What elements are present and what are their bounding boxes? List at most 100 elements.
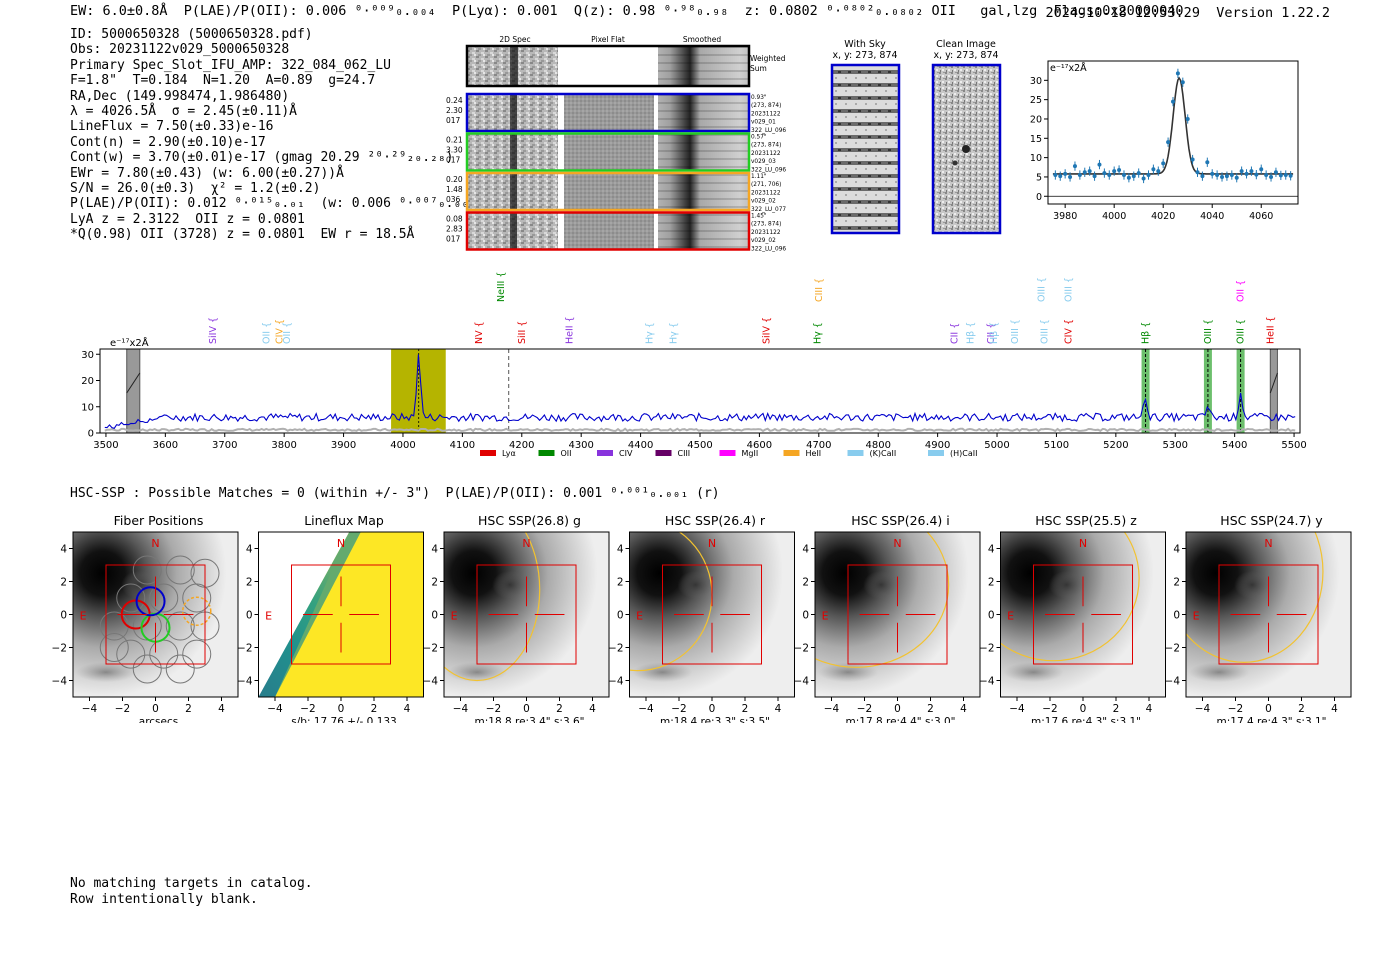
spectrum-line bbox=[104, 354, 1296, 429]
x-tick-label: −4 bbox=[638, 703, 654, 715]
smoothed-cell bbox=[658, 212, 748, 250]
col-header-smoothed: Smoothed bbox=[683, 35, 722, 44]
north-label: N bbox=[708, 537, 716, 550]
data-point bbox=[1151, 167, 1156, 172]
y-tick-label: 2 bbox=[802, 577, 809, 589]
data-point bbox=[1249, 169, 1254, 174]
data-point bbox=[1288, 173, 1293, 178]
footer-line: Row intentionally blank. bbox=[70, 891, 258, 907]
data-point bbox=[1112, 169, 1117, 174]
fiber-circle bbox=[182, 639, 212, 669]
data-point bbox=[1259, 167, 1264, 172]
info-line: LyA z = 2.3122 OII z = 0.0801 bbox=[70, 211, 305, 227]
data-point bbox=[1269, 174, 1274, 179]
plot-area bbox=[1047, 60, 1299, 205]
data-point bbox=[1175, 71, 1180, 76]
aperture-ellipse bbox=[1000, 532, 1140, 662]
emission-line-label: OIII { bbox=[1037, 277, 1048, 302]
pixelflat-cell bbox=[564, 94, 654, 131]
info-line: S/N = 26.0(±0.3) χ² = 1.2(±0.2) bbox=[70, 180, 321, 196]
emission-line-label: OIII { bbox=[1236, 319, 1247, 344]
cutout-title: HSC SSP(24.7) y bbox=[1220, 513, 1323, 528]
y-tick-label: 30 bbox=[1030, 76, 1042, 87]
cutout-panel: HSC SSP(26.8) g N E −4 −4 −2 −2 0 0 2 2 4 4 m:18.8 re… bbox=[423, 513, 610, 723]
info-line: *Q(0.98) OII (3728) z = 0.0801 EW r = 18… bbox=[70, 227, 415, 243]
y-tick-label: −4 bbox=[794, 676, 810, 688]
x-tick-label: 4 bbox=[1146, 703, 1153, 715]
cutout-panel: Lineflux Map N E −4 −4 −2 −2 0 0 2 2 4 4 s/b: 17.76 +… bbox=[237, 513, 424, 723]
y-tick-label: 2 bbox=[431, 577, 438, 589]
footer-line: No matching targets in catalog. bbox=[70, 876, 313, 891]
fiber-row-left-label: 0.24 bbox=[446, 96, 463, 105]
fiber-row-right-label: 0.57" bbox=[751, 135, 767, 141]
legend-swatch bbox=[538, 450, 555, 456]
target-box bbox=[1218, 564, 1319, 665]
cutout-caption: arcsecs bbox=[139, 716, 178, 723]
y-tick-label: −2 bbox=[979, 643, 994, 655]
data-point bbox=[1195, 170, 1200, 175]
fiber-circle bbox=[116, 583, 146, 613]
east-label: E bbox=[822, 609, 829, 622]
fiber-row-right-label: v029_02 bbox=[751, 199, 776, 205]
y-tick-label: −2 bbox=[794, 643, 809, 655]
east-label: E bbox=[265, 609, 272, 622]
fiber-highlight-orange bbox=[182, 596, 212, 626]
emission-line-label: OIII { bbox=[1040, 319, 1051, 344]
smoothed-cell bbox=[658, 173, 748, 210]
cutout-panel: HSC SSP(24.7) y N E −4 −4 −2 −2 0 0 2 2 4 4 m:17.4 re… bbox=[1165, 513, 1352, 723]
fiber-2d-spectra-panel: 2D Spec Pixel Flat Smoothed Weighted Sum… bbox=[446, 35, 786, 252]
x-tick-label: 4100 bbox=[450, 440, 475, 451]
galaxy-blob bbox=[1189, 662, 1249, 683]
fiber-row-frame bbox=[465, 92, 751, 133]
sky-title-0: With Sky bbox=[844, 39, 886, 50]
data-point bbox=[1239, 169, 1244, 174]
data-point bbox=[1171, 99, 1175, 104]
emission-line-label: SiII { bbox=[517, 321, 528, 344]
north-label: N bbox=[1079, 537, 1087, 550]
data-point bbox=[1273, 170, 1278, 175]
fiber-row-right-label: v029_01 bbox=[751, 120, 776, 126]
emission-line-label: OII { bbox=[261, 322, 272, 344]
fiber-row-left-label: 0.08 bbox=[446, 215, 463, 224]
fiber-row-frame bbox=[465, 211, 751, 251]
y-tick-label: 0 bbox=[617, 610, 624, 622]
data-point bbox=[1087, 169, 1092, 174]
x-tick-label: 4020 bbox=[1151, 211, 1175, 222]
emission-line-label: SiIV { bbox=[762, 317, 773, 344]
pixelflat-cell bbox=[564, 212, 654, 250]
legend-label: (K)CaII bbox=[870, 449, 897, 458]
legend-swatch bbox=[480, 450, 496, 456]
emission-line-label: NeIII { bbox=[496, 272, 507, 302]
fiber-row-left-label: 0.21 bbox=[446, 136, 463, 145]
x-tick-label: −2 bbox=[1042, 703, 1057, 715]
y-tick-label: −2 bbox=[608, 643, 623, 655]
cutout-image: N E −4 −4 −2 −2 0 0 2 2 4 4 bbox=[423, 531, 610, 715]
timestamp-version: 2024-10-18 12:53:29 Version 1.22.2 bbox=[1045, 5, 1330, 21]
x-tick-label: −4 bbox=[1195, 703, 1211, 715]
x-tick-label: 2 bbox=[927, 703, 934, 715]
data-point bbox=[1278, 173, 1283, 178]
cutout-image: N E −4 −4 −2 −2 0 0 2 2 4 4 bbox=[608, 531, 795, 715]
fiber-circle bbox=[99, 633, 129, 662]
cutout-panel: HSC SSP(26.4) r N E −4 −4 −2 −2 0 0 2 2 4 4 m:18.4 re… bbox=[608, 513, 795, 723]
pixelflat-cell bbox=[564, 173, 654, 210]
data-point bbox=[1180, 80, 1185, 85]
y-tick-label: −2 bbox=[423, 643, 438, 655]
legend-label: CIV bbox=[619, 449, 633, 458]
data-point bbox=[1102, 171, 1107, 176]
x-tick-label: 2 bbox=[1113, 703, 1120, 715]
sky-residual-line bbox=[104, 427, 1296, 433]
legend-swatch bbox=[928, 450, 944, 456]
aperture-ellipse bbox=[815, 532, 950, 668]
cutout-caption: s/b: 17.76 +/- 0.133 bbox=[291, 716, 396, 723]
with-sky-image bbox=[830, 63, 901, 235]
emission-line-label: OII { bbox=[1236, 280, 1247, 302]
cutout-caption: m:18.4 re:3.3" s:3.5" bbox=[660, 716, 770, 723]
x-tick-label: −2 bbox=[857, 703, 872, 715]
emission-line-label: OIII { bbox=[1010, 319, 1021, 344]
data-point bbox=[1117, 167, 1122, 172]
emission-line-label: Hγ { bbox=[668, 322, 679, 344]
x-tick-label: 2 bbox=[742, 703, 749, 715]
fiber-circle bbox=[132, 555, 162, 585]
x-tick-label: 0 bbox=[523, 703, 530, 715]
